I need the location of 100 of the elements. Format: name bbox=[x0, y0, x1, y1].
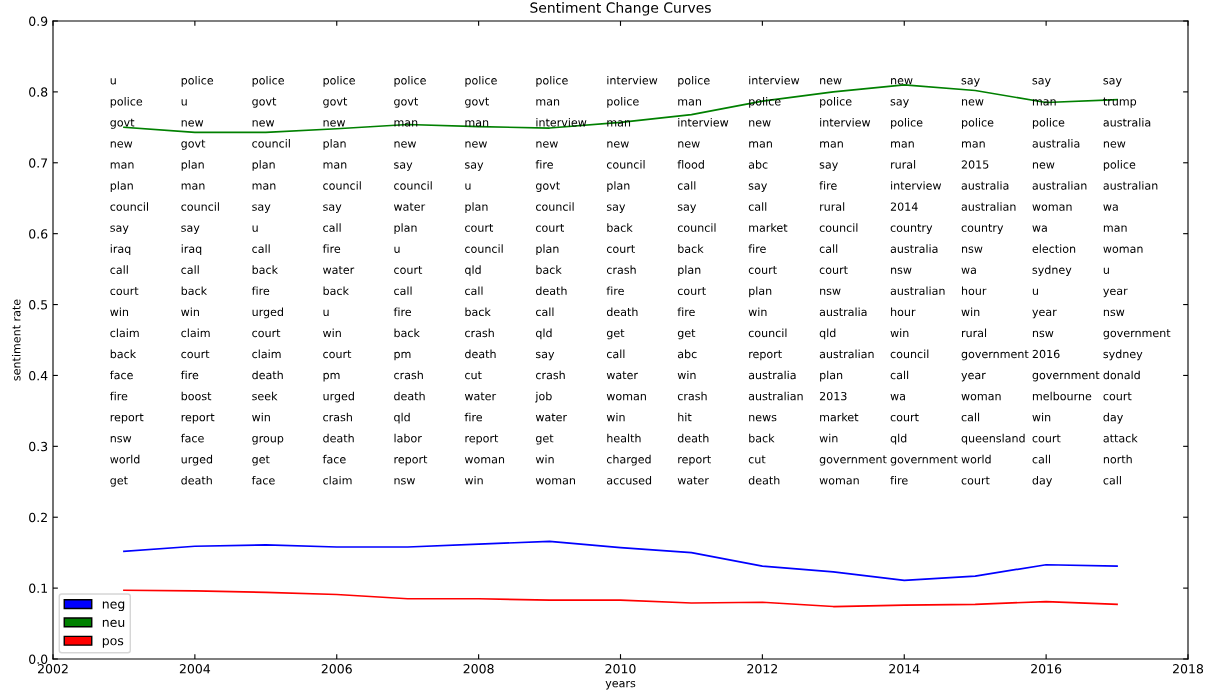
line-series bbox=[123, 540, 1118, 582]
annotation: call bbox=[535, 307, 554, 317]
annotation: court bbox=[252, 329, 281, 338]
y-tick-label: 0.6 bbox=[29, 229, 48, 239]
annotation: court bbox=[819, 266, 848, 274]
annotation: report bbox=[678, 455, 711, 466]
annotation: man bbox=[465, 120, 489, 127]
annotation: court bbox=[323, 350, 352, 359]
annotation: fire bbox=[890, 475, 908, 485]
annotation: say bbox=[394, 162, 413, 171]
annotation: nsw bbox=[962, 246, 983, 253]
annotation: win bbox=[110, 307, 129, 316]
annotation: fire bbox=[322, 244, 341, 253]
annotation: water bbox=[464, 392, 497, 401]
annotation: win bbox=[181, 307, 199, 316]
annotation: crash bbox=[323, 412, 352, 422]
annotation: hit bbox=[678, 412, 692, 422]
annotation: new bbox=[323, 120, 346, 127]
annotation: back bbox=[181, 286, 208, 296]
annotation: say bbox=[819, 162, 838, 171]
annotation: government bbox=[819, 455, 887, 466]
annotation: urged bbox=[252, 307, 283, 319]
annotation: plan bbox=[820, 370, 843, 382]
annotation: group bbox=[252, 436, 284, 445]
annotation: win bbox=[606, 412, 625, 422]
annotation: job bbox=[535, 391, 552, 403]
annotation: new bbox=[607, 141, 629, 148]
annotation: report bbox=[110, 413, 144, 424]
annotation: man bbox=[749, 141, 772, 148]
annotation: qld bbox=[535, 328, 552, 340]
annotation: interview bbox=[820, 117, 871, 127]
annotation: back bbox=[465, 307, 491, 317]
annotation: police bbox=[323, 75, 355, 87]
annotation: get bbox=[252, 455, 270, 466]
annotation: new bbox=[181, 120, 204, 127]
y-tick-label: 0.0 bbox=[29, 654, 48, 664]
annotation: boost bbox=[181, 391, 212, 401]
annotation: man bbox=[536, 99, 560, 106]
x-tick-label: 2006 bbox=[321, 664, 352, 674]
annotation: win bbox=[961, 307, 980, 316]
annotation: north bbox=[1103, 454, 1132, 464]
annotation: world bbox=[961, 454, 991, 464]
annotation: labor bbox=[394, 433, 422, 443]
annotation: back bbox=[607, 223, 633, 232]
annotation: back bbox=[749, 433, 775, 443]
annotation: man bbox=[962, 141, 985, 148]
annotation: face bbox=[322, 454, 346, 464]
x-tick-label: 2004 bbox=[179, 664, 211, 674]
annotation: australian bbox=[748, 391, 803, 401]
annotation: win bbox=[890, 328, 909, 337]
annotation: police bbox=[607, 96, 639, 108]
x-axis-title: years bbox=[605, 680, 636, 690]
annotation: court bbox=[890, 413, 919, 422]
annotation: call bbox=[961, 412, 980, 422]
annotation: police bbox=[962, 117, 994, 129]
annotation: say bbox=[1032, 78, 1051, 87]
annotation: plan bbox=[536, 244, 559, 256]
annotation: call bbox=[748, 202, 767, 211]
annotation: council bbox=[252, 139, 290, 148]
annotation: court bbox=[677, 287, 706, 296]
annotation: urged bbox=[323, 391, 354, 403]
annotation: back bbox=[252, 265, 278, 274]
annotation: plan bbox=[749, 286, 772, 298]
annotation: nsw bbox=[1032, 330, 1054, 338]
annotation: claim bbox=[110, 328, 139, 338]
annotation: call bbox=[890, 370, 909, 380]
annotation: plan bbox=[394, 223, 417, 235]
annotation: call bbox=[1032, 454, 1050, 464]
annotation: 2013 bbox=[819, 391, 847, 401]
annotation: trump bbox=[1103, 97, 1137, 108]
annotation: australia bbox=[961, 181, 1009, 190]
annotation: hour bbox=[962, 286, 987, 296]
annotation: court bbox=[748, 266, 777, 274]
annotation: fire bbox=[251, 286, 270, 296]
annotation: say bbox=[748, 183, 768, 192]
annotation: death bbox=[606, 307, 638, 317]
annotation: fire bbox=[535, 160, 553, 169]
annotation: new bbox=[820, 78, 842, 85]
annotation: 2016 bbox=[1032, 349, 1060, 359]
annotation: call bbox=[252, 244, 270, 253]
annotation: man bbox=[252, 183, 276, 190]
annotation: govt bbox=[394, 97, 419, 108]
annotation: australia bbox=[819, 307, 867, 317]
annotation: govt bbox=[465, 97, 489, 108]
annotation: hour bbox=[891, 307, 916, 317]
annotation: win bbox=[252, 412, 270, 422]
y-tick-label: 0.1 bbox=[29, 583, 47, 594]
annotation: plan bbox=[181, 160, 204, 171]
annotation: qld bbox=[890, 433, 907, 445]
annotation: police bbox=[536, 75, 568, 87]
annotation: fire bbox=[819, 181, 837, 190]
y-tick-label: 0.3 bbox=[29, 441, 48, 452]
annotation: call bbox=[819, 244, 838, 253]
annotation: woman bbox=[819, 478, 859, 485]
annotation: win bbox=[1032, 412, 1051, 422]
annotation: plan bbox=[678, 265, 701, 277]
annotation: court bbox=[606, 244, 635, 253]
annotation: woman bbox=[464, 457, 505, 464]
annotation: claim bbox=[181, 328, 210, 338]
annotation: get bbox=[677, 329, 696, 340]
